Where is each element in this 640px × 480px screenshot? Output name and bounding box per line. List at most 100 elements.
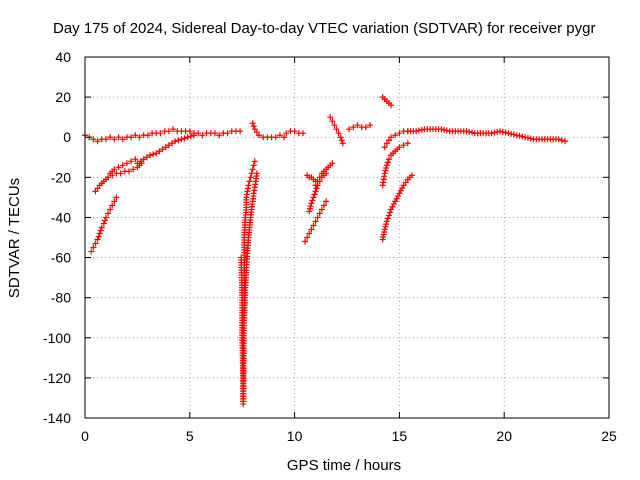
data-point bbox=[102, 214, 109, 221]
data-point bbox=[143, 154, 150, 161]
data-point bbox=[508, 130, 515, 137]
x-tick-label: 20 bbox=[496, 428, 512, 444]
data-point bbox=[331, 122, 338, 129]
data-point bbox=[90, 244, 97, 251]
data-point bbox=[178, 136, 185, 143]
data-point bbox=[381, 170, 388, 177]
data-point bbox=[316, 210, 323, 217]
data-point bbox=[310, 222, 317, 229]
data-point bbox=[396, 130, 403, 137]
data-point bbox=[117, 170, 124, 177]
data-point bbox=[95, 233, 102, 240]
data-point bbox=[92, 240, 99, 247]
data-point bbox=[107, 134, 114, 141]
data-point bbox=[175, 137, 182, 144]
data-point bbox=[354, 122, 361, 129]
data-point bbox=[186, 128, 193, 135]
data-point bbox=[494, 128, 501, 135]
data-point bbox=[98, 224, 105, 231]
data-point bbox=[126, 168, 133, 175]
data-point bbox=[157, 130, 164, 137]
data-point bbox=[333, 126, 340, 133]
data-point bbox=[276, 132, 283, 139]
data-point bbox=[367, 122, 374, 129]
data-point bbox=[140, 156, 147, 163]
data-point bbox=[150, 151, 157, 158]
data-point bbox=[516, 132, 523, 139]
data-point bbox=[308, 200, 315, 207]
data-point bbox=[397, 187, 404, 194]
data-point bbox=[92, 188, 99, 195]
data-point bbox=[115, 164, 122, 171]
data-point bbox=[94, 185, 101, 192]
data-point bbox=[519, 133, 526, 140]
data-point bbox=[111, 198, 118, 205]
data-point bbox=[329, 160, 336, 167]
data-point bbox=[443, 127, 450, 134]
data-points bbox=[82, 94, 568, 407]
data-point bbox=[392, 132, 399, 139]
data-point bbox=[385, 156, 392, 163]
data-point bbox=[105, 210, 112, 217]
data-point bbox=[253, 129, 260, 136]
data-point bbox=[396, 144, 403, 151]
data-point bbox=[381, 144, 388, 151]
data-point bbox=[383, 140, 390, 147]
data-point bbox=[314, 214, 321, 221]
data-point bbox=[132, 132, 139, 139]
data-point bbox=[362, 124, 369, 131]
data-point bbox=[466, 128, 473, 135]
data-point bbox=[101, 217, 108, 224]
data-point bbox=[527, 135, 534, 142]
y-tick-label: -120 bbox=[43, 370, 71, 386]
data-point bbox=[107, 206, 114, 213]
data-point bbox=[94, 138, 101, 145]
chart-title: Day 175 of 2024, Sidereal Day-to-day VTE… bbox=[53, 20, 595, 37]
data-point bbox=[128, 134, 135, 141]
data-point bbox=[388, 102, 395, 109]
data-point bbox=[323, 198, 330, 205]
data-point bbox=[111, 166, 118, 173]
data-point bbox=[172, 138, 179, 145]
data-point bbox=[381, 226, 388, 233]
data-point bbox=[308, 226, 315, 233]
data-point bbox=[168, 140, 175, 147]
data-point bbox=[385, 212, 392, 219]
data-point bbox=[134, 160, 141, 167]
data-point bbox=[159, 146, 166, 153]
data-point bbox=[306, 230, 313, 237]
data-point bbox=[283, 130, 290, 137]
data-point bbox=[384, 159, 391, 166]
data-point bbox=[396, 190, 403, 197]
data-point bbox=[395, 193, 402, 200]
data-point bbox=[383, 218, 390, 225]
x-tick-label: 0 bbox=[81, 428, 89, 444]
data-point bbox=[316, 174, 323, 181]
data-point bbox=[119, 136, 126, 143]
data-point bbox=[291, 128, 298, 135]
x-tick-label: 15 bbox=[392, 428, 408, 444]
data-point bbox=[115, 134, 122, 141]
data-point bbox=[250, 123, 257, 130]
data-point bbox=[224, 130, 231, 137]
data-point bbox=[246, 178, 253, 185]
data-point bbox=[488, 130, 495, 137]
data-point bbox=[415, 127, 422, 134]
data-point bbox=[247, 174, 254, 181]
data-point bbox=[393, 195, 400, 202]
data-point bbox=[318, 206, 325, 213]
plot-frame bbox=[84, 56, 610, 419]
data-point bbox=[136, 134, 143, 141]
data-point bbox=[337, 134, 344, 141]
data-point bbox=[181, 135, 188, 142]
data-point bbox=[255, 132, 262, 139]
data-point bbox=[413, 128, 420, 135]
data-point bbox=[338, 137, 345, 144]
data-point bbox=[346, 126, 353, 133]
axis-ticks bbox=[84, 56, 610, 419]
data-point bbox=[392, 198, 399, 205]
data-point bbox=[497, 128, 504, 135]
y-tick-label: -40 bbox=[51, 209, 71, 225]
data-point bbox=[97, 227, 104, 234]
data-point bbox=[491, 129, 498, 136]
